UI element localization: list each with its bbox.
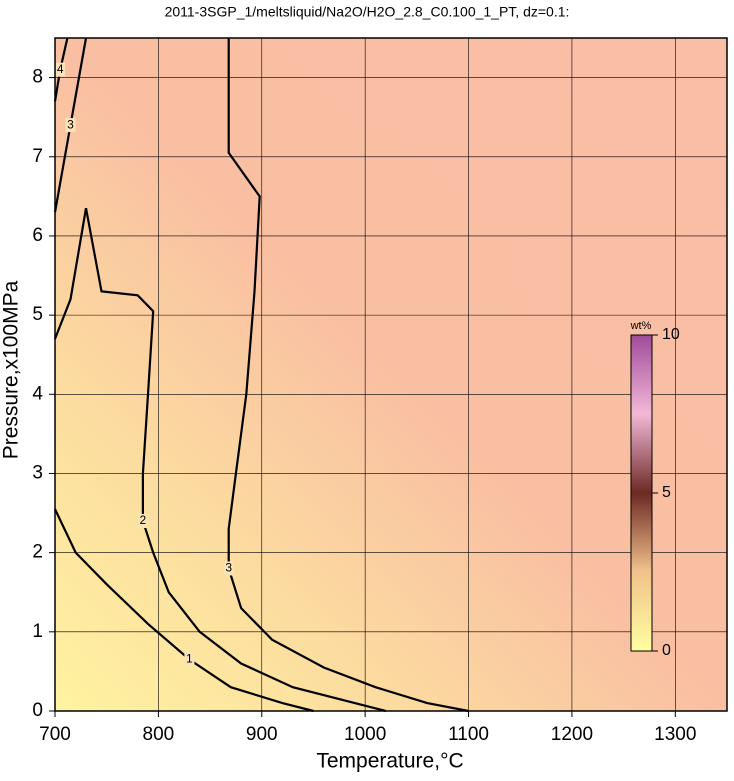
contour-line <box>227 38 469 713</box>
x-tick-label: 1000 <box>344 724 386 745</box>
x-tick-label: 1300 <box>654 724 696 745</box>
contour-label-bg <box>137 513 148 528</box>
plot-frame <box>54 37 728 712</box>
contour-line <box>53 207 387 713</box>
x-tick-label: 800 <box>143 724 175 745</box>
colorbar <box>630 334 653 652</box>
x-tick-label: 700 <box>39 724 71 745</box>
chart-title: 2011-3SGP_1/meltsliquid/Na2O/H2O_2.8_C0.… <box>165 4 570 20</box>
y-tick-label: 6 <box>32 225 43 246</box>
contour-line <box>54 508 314 713</box>
colorbar-tick-label: 10 <box>662 326 680 343</box>
contour-label-bg <box>184 652 195 667</box>
colorbar-tick-label: 5 <box>662 484 671 501</box>
y-tick-label: 1 <box>32 621 43 642</box>
contour-label-bg <box>223 561 234 576</box>
plot-background <box>55 38 727 711</box>
x-tick-label: 1100 <box>448 724 489 745</box>
y-tick-label: 0 <box>32 700 43 721</box>
y-tick-label: 7 <box>32 146 43 167</box>
contour-label: 3 <box>67 117 74 131</box>
y-tick-label: 8 <box>32 67 43 88</box>
contour-label: 1 <box>186 652 193 666</box>
contour-label: 3 <box>225 561 232 575</box>
colorbar-tick-label: 0 <box>662 642 671 659</box>
x-axis-label: Temperature,°C <box>316 750 463 773</box>
contour-label-bg <box>55 62 66 77</box>
contour-label-bg <box>65 118 76 133</box>
y-tick-label: 5 <box>32 304 43 325</box>
contour-label: 4 <box>57 62 64 76</box>
y-tick-label: 2 <box>32 542 43 563</box>
y-tick-label: 4 <box>32 383 43 404</box>
contour-label: 2 <box>140 513 147 527</box>
colorbar-label: wt% <box>630 320 652 332</box>
x-tick-label: 1200 <box>551 724 593 745</box>
x-tick-label: 900 <box>246 724 278 745</box>
y-tick-label: 3 <box>32 462 43 483</box>
plot-area: 1 2 3 3 4 <box>53 37 727 713</box>
y-axis-label: Pressure,x100MPa <box>0 280 23 459</box>
